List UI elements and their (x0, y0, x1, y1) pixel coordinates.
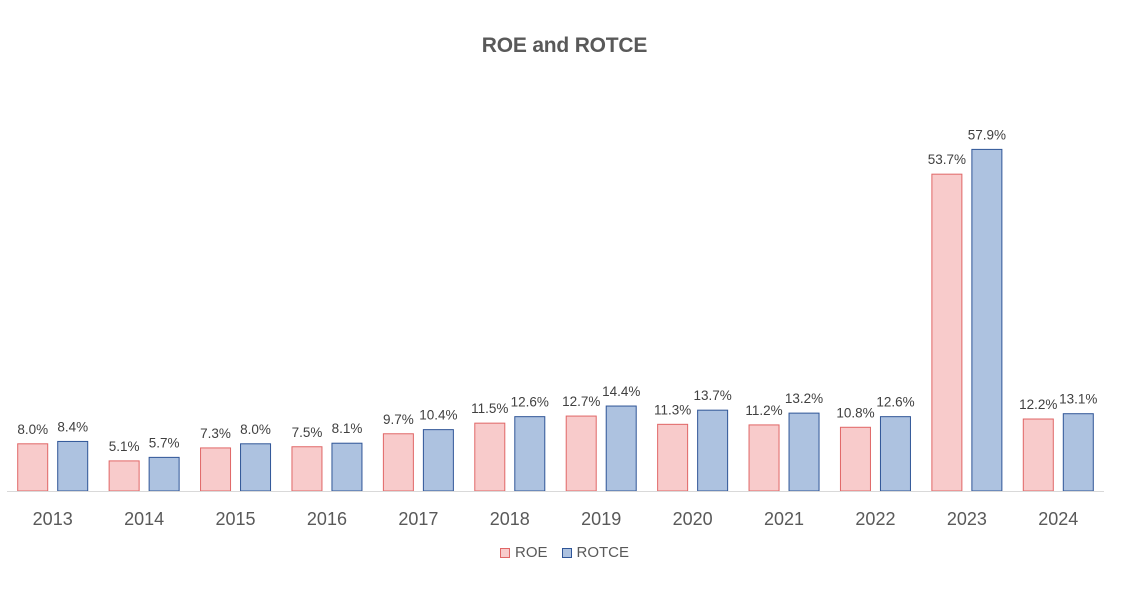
bar-roe-2024 (1022, 418, 1054, 492)
legend-swatch-rotce (561, 547, 572, 558)
data-label-roe-2020: 11.3% (654, 402, 691, 417)
chart-title: ROE and ROTCE (481, 34, 648, 57)
data-label-rotce-2017: 10.4% (419, 408, 457, 423)
bar-rotce-2016 (331, 442, 363, 492)
bar-rotce-2022 (879, 416, 911, 492)
data-label-roe-2019: 12.7% (562, 394, 600, 409)
bar-rotce-2015 (240, 443, 272, 492)
data-label-roe-2017: 9.7% (383, 412, 414, 427)
bar-roe-2018 (474, 422, 506, 492)
x-tick-label-2023: 2023 (947, 509, 987, 529)
bar-rotce-2017 (422, 429, 454, 492)
bar-roe-2013 (17, 443, 49, 492)
bar-roe-2020 (657, 423, 689, 492)
bar-roe-2016 (291, 446, 323, 492)
data-label-rotce-2024: 13.1% (1059, 392, 1097, 407)
x-tick-label-2020: 2020 (673, 509, 713, 529)
x-tick-label-2017: 2017 (398, 509, 438, 529)
data-label-rotce-2023: 57.9% (968, 127, 1006, 142)
x-tick-label-2016: 2016 (307, 509, 347, 529)
legend-item-rotce: ROTCE (561, 544, 630, 561)
data-label-rotce-2014: 5.7% (149, 435, 180, 450)
bar-roe-2019 (565, 415, 597, 492)
bar-rotce-2024 (1062, 413, 1094, 492)
bar-rotce-2018 (514, 416, 546, 492)
legend-label-rotce: ROTCE (576, 544, 630, 561)
bar-rotce-2014 (148, 456, 180, 492)
data-label-rotce-2018: 12.6% (511, 395, 549, 410)
bar-rotce-2013 (57, 440, 89, 492)
data-label-rotce-2022: 12.6% (876, 395, 914, 410)
data-label-roe-2022: 10.8% (836, 405, 874, 420)
x-tick-label-2014: 2014 (124, 509, 164, 529)
bar-rotce-2020 (697, 409, 729, 492)
data-label-roe-2023: 53.7% (928, 152, 966, 167)
data-label-roe-2014: 5.1% (109, 439, 140, 454)
legend-swatch-roe (499, 547, 510, 558)
bar-roe-2021 (748, 424, 780, 492)
data-label-rotce-2020: 13.7% (693, 388, 731, 403)
data-label-roe-2018: 11.5% (471, 401, 508, 416)
bar-roe-2017 (382, 433, 414, 492)
bar-rotce-2021 (788, 412, 820, 492)
data-label-rotce-2021: 13.2% (785, 391, 823, 406)
data-label-rotce-2019: 14.4% (602, 384, 640, 399)
data-label-rotce-2013: 8.4% (57, 419, 88, 434)
bar-roe-2014 (108, 460, 140, 492)
data-label-rotce-2015: 8.0% (240, 422, 271, 437)
data-label-roe-2015: 7.3% (200, 426, 231, 441)
legend-item-roe: ROE (499, 544, 548, 561)
data-label-roe-2024: 12.2% (1019, 397, 1057, 412)
x-tick-label-2022: 2022 (855, 509, 895, 529)
bar-roe-2022 (839, 426, 871, 492)
x-tick-label-2024: 2024 (1038, 509, 1078, 529)
x-tick-label-2015: 2015 (216, 509, 256, 529)
data-label-roe-2016: 7.5% (292, 425, 323, 440)
x-tick-label-2018: 2018 (490, 509, 530, 529)
chart-legend: ROE ROTCE (0, 544, 1129, 561)
x-tick-label-2021: 2021 (764, 509, 804, 529)
bar-roe-2023 (931, 173, 963, 492)
data-label-roe-2013: 8.0% (17, 422, 48, 437)
bar-roe-2015 (200, 447, 232, 492)
legend-label-roe: ROE (514, 544, 548, 561)
x-tick-label-2013: 2013 (33, 509, 73, 529)
bar-rotce-2023 (971, 148, 1003, 492)
data-label-roe-2021: 11.2% (745, 403, 782, 418)
data-label-rotce-2016: 8.1% (332, 421, 363, 436)
x-tick-label-2019: 2019 (581, 509, 621, 529)
bar-rotce-2019 (605, 405, 637, 492)
